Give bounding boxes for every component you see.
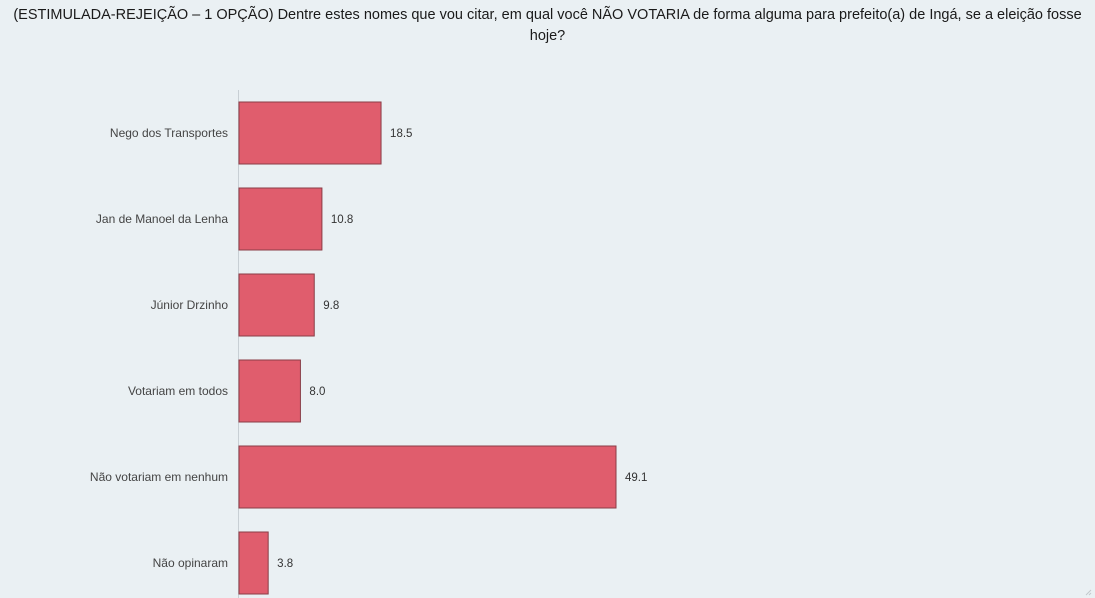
value-label-1: 10.8 <box>331 214 353 226</box>
value-label-0: 18.5 <box>390 128 412 140</box>
category-label-0: Nego dos Transportes <box>110 126 228 140</box>
chart-title: (ESTIMULADA-REJEIÇÃO – 1 OPÇÃO) Dentre e… <box>13 7 1082 44</box>
bar-2[interactable] <box>238 273 315 337</box>
bar-1[interactable] <box>238 187 323 251</box>
value-label-5: 3.8 <box>277 558 293 570</box>
bars-layer: Nego dos Transportes 18.5 Jan de Manoel da… <box>90 101 647 595</box>
bar-0[interactable] <box>238 101 382 165</box>
value-label-3: 8.0 <box>309 386 325 398</box>
resize-grip-icon[interactable] <box>1084 588 1092 596</box>
category-label-4: Não votariam em nenhum <box>90 470 228 484</box>
value-label-2: 9.8 <box>323 300 339 312</box>
bar-3[interactable] <box>238 359 301 423</box>
category-label-5: Não opinaram <box>153 556 228 570</box>
value-label-4: 49.1 <box>625 472 647 484</box>
category-label-1: Jan de Manoel da Lenha <box>96 212 228 226</box>
bar-4[interactable] <box>238 445 617 509</box>
category-label-3: Votariam em todos <box>128 384 228 398</box>
category-label-2: Júnior Drzinho <box>151 298 229 312</box>
bar-5[interactable] <box>238 531 269 595</box>
